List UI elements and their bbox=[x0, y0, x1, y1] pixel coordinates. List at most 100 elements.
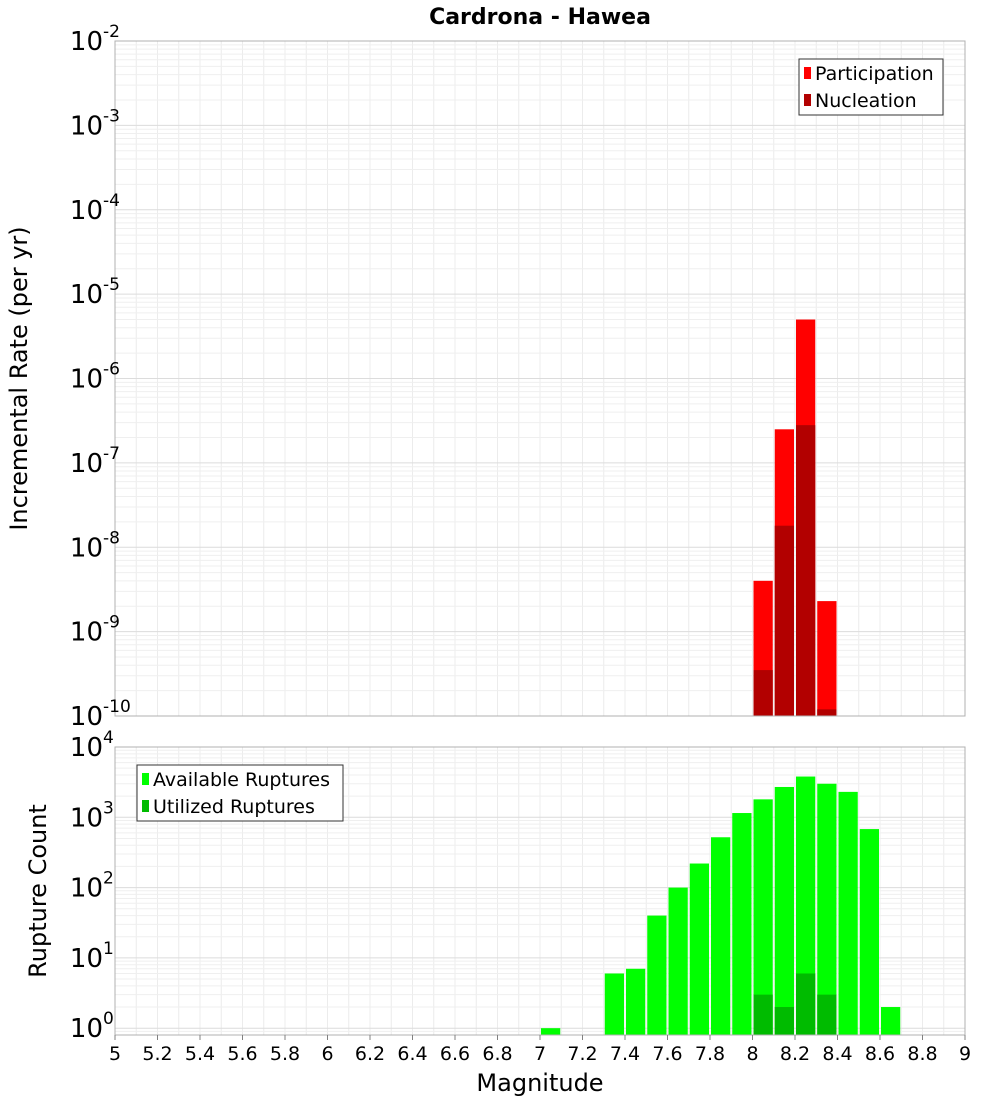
bar bbox=[689, 863, 709, 1035]
x-tick-label: 8 bbox=[746, 1043, 758, 1065]
x-tick-label: 7.2 bbox=[567, 1043, 597, 1065]
y-tick-exponent: -4 bbox=[103, 191, 120, 211]
y-tick-exponent: -2 bbox=[103, 22, 120, 42]
grid-lines bbox=[114, 40, 966, 717]
x-axis-label: Magnitude bbox=[476, 1069, 603, 1097]
y-tick-base: 10 bbox=[70, 280, 103, 310]
y-tick-label: 10 0 bbox=[70, 1009, 114, 1044]
bar bbox=[838, 791, 858, 1035]
y-tick-exponent: 1 bbox=[103, 939, 114, 959]
bar bbox=[817, 783, 837, 1035]
series-available-ruptures bbox=[541, 776, 901, 1035]
legend-label: Available Ruptures bbox=[153, 769, 330, 791]
x-tick-label: 5.8 bbox=[270, 1043, 300, 1065]
bar bbox=[881, 1007, 901, 1035]
x-axis: 5 5.2 5.4 5.6 5.8 6 6.2 6.4 6.6 6.8 7 7.2 7.4 7.6 7.8 8… bbox=[109, 1035, 971, 1097]
x-tick-label: 6.8 bbox=[482, 1043, 512, 1065]
y-tick-exponent: -10 bbox=[103, 697, 131, 717]
bar bbox=[817, 601, 837, 716]
legend: Available Ruptures Utilized Ruptures bbox=[136, 764, 344, 822]
legend-box bbox=[136, 764, 344, 822]
legend-label: Nucleation bbox=[815, 90, 917, 112]
x-tick-label: 7.8 bbox=[695, 1043, 725, 1065]
y-tick-label: 10 -5 bbox=[70, 275, 120, 310]
legend-label: Utilized Ruptures bbox=[153, 796, 315, 818]
x-tick-label: 8.8 bbox=[907, 1043, 937, 1065]
x-tick-label: 6 bbox=[321, 1043, 333, 1065]
y-tick-label: 10 1 bbox=[70, 939, 114, 974]
y-tick-label: 10 4 bbox=[70, 728, 114, 763]
y-tick-base: 10 bbox=[70, 111, 103, 141]
x-tick-label: 8.2 bbox=[780, 1043, 810, 1065]
x-tick-label: 5.4 bbox=[185, 1043, 215, 1065]
legend: Participation Nucleation bbox=[798, 58, 944, 116]
bar bbox=[626, 968, 646, 1035]
x-tick-label: 6.2 bbox=[355, 1043, 385, 1065]
y-tick-exponent: 0 bbox=[103, 1009, 114, 1029]
bar bbox=[753, 670, 773, 716]
y-tick-exponent: -6 bbox=[103, 360, 120, 380]
x-tick-label: 7 bbox=[534, 1043, 546, 1065]
y-tick-exponent: -5 bbox=[103, 275, 120, 295]
y-tick-exponent: -3 bbox=[103, 106, 120, 126]
y-tick-exponent: 4 bbox=[103, 728, 114, 748]
legend-swatch bbox=[804, 67, 811, 79]
y-tick-base: 10 bbox=[70, 27, 103, 57]
bar bbox=[753, 799, 773, 1035]
y-tick-label: 10 -2 bbox=[70, 22, 120, 57]
y-tick-label: 10 -7 bbox=[70, 444, 120, 479]
bar bbox=[753, 994, 773, 1035]
y-tick-base: 10 bbox=[70, 1014, 103, 1044]
x-tick-label: 9 bbox=[959, 1043, 971, 1065]
y-tick-exponent: -7 bbox=[103, 444, 120, 464]
plot-border bbox=[114, 40, 966, 717]
x-tick-label: 5.6 bbox=[227, 1043, 257, 1065]
y-tick-exponent: -9 bbox=[103, 613, 120, 633]
x-tick-label: 8.6 bbox=[865, 1043, 895, 1065]
y-tick-exponent: 2 bbox=[103, 869, 114, 889]
y-tick-label: 10 -4 bbox=[70, 191, 120, 226]
bar bbox=[774, 525, 794, 716]
bar bbox=[711, 837, 731, 1035]
y-tick-base: 10 bbox=[70, 533, 103, 563]
y-axis-label: Incremental Rate (per yr) bbox=[5, 226, 33, 530]
y-tick-base: 10 bbox=[70, 618, 103, 648]
chart-title: Cardrona - Hawea bbox=[429, 5, 651, 30]
bar bbox=[604, 973, 624, 1035]
bar bbox=[668, 887, 688, 1035]
y-tick-label: 10 2 bbox=[70, 869, 114, 904]
bar bbox=[647, 915, 667, 1035]
series-nucleation bbox=[753, 425, 837, 716]
y-axis-label: Rupture Count bbox=[24, 804, 52, 978]
y-tick-base: 10 bbox=[70, 874, 103, 904]
x-tick-label: 5 bbox=[109, 1043, 121, 1065]
y-tick-base: 10 bbox=[70, 449, 103, 479]
y-tick-base: 10 bbox=[70, 196, 103, 226]
y-tick-base: 10 bbox=[70, 944, 103, 974]
legend-label: Participation bbox=[815, 63, 934, 85]
x-tick-label: 7.4 bbox=[610, 1043, 640, 1065]
y-tick-label: 10 -3 bbox=[70, 106, 120, 141]
bar bbox=[541, 1028, 561, 1035]
x-tick-label: 7.6 bbox=[652, 1043, 682, 1065]
y-tick-exponent: -8 bbox=[103, 528, 120, 548]
bar bbox=[774, 1007, 794, 1035]
legend-box bbox=[798, 58, 944, 116]
x-tick-label: 6.4 bbox=[397, 1043, 427, 1065]
y-tick-base: 10 bbox=[70, 733, 103, 763]
y-tick-base: 10 bbox=[70, 702, 103, 732]
bar bbox=[796, 776, 816, 1035]
x-tick-label: 5.2 bbox=[142, 1043, 172, 1065]
bar bbox=[859, 829, 879, 1035]
bar bbox=[796, 973, 816, 1035]
y-tick-label: 10 -10 bbox=[70, 697, 131, 732]
bar bbox=[774, 786, 794, 1035]
y-tick-base: 10 bbox=[70, 803, 103, 833]
y-tick-label: 10 -6 bbox=[70, 360, 120, 395]
bar bbox=[732, 813, 752, 1035]
series-utilized-ruptures bbox=[753, 973, 837, 1035]
y-tick-label: 10 -9 bbox=[70, 613, 120, 648]
